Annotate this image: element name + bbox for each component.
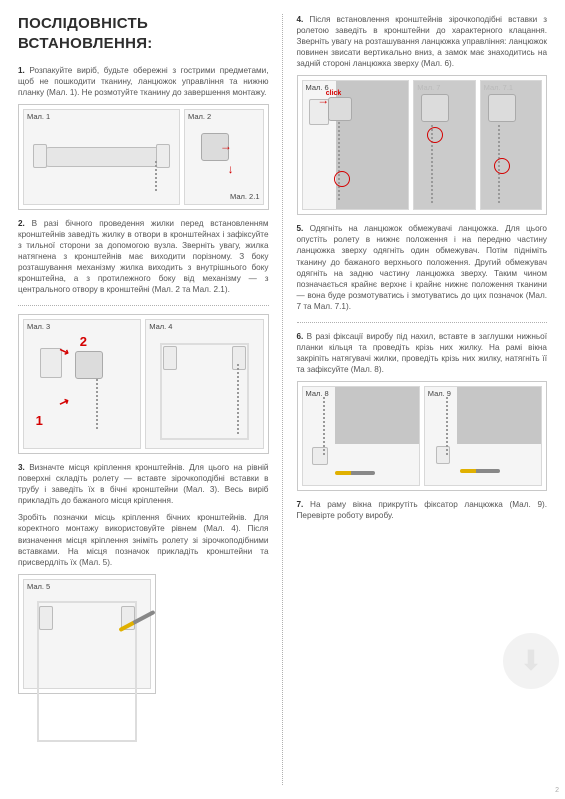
- page-number: 2: [555, 786, 559, 795]
- fig-label: Мал. 5: [27, 582, 50, 592]
- callout-number: 1: [36, 412, 43, 430]
- bracket-icon: [39, 606, 53, 630]
- step-2-text: 2. В разі бічного проведення жилки перед…: [18, 218, 269, 295]
- fig-label: Мал. 2: [188, 112, 211, 122]
- step-1-lead: 1.: [18, 66, 25, 75]
- fig-label: Мал. 4: [149, 322, 172, 332]
- chain-icon: [338, 122, 340, 202]
- step-6-text: 6. В разі фіксації виробу під нахил, вст…: [297, 331, 548, 375]
- arrow-icon: ↓: [228, 161, 234, 177]
- right-column: 4. Після встановлення кронштейнів зірочк…: [283, 0, 565, 799]
- arrow-icon: →: [220, 138, 232, 154]
- mechanism-icon: [488, 94, 516, 122]
- fig-label: Мал. 3: [27, 322, 50, 332]
- figure-1: Мал. 1: [23, 109, 180, 205]
- chain-icon: [237, 364, 239, 434]
- figure-row-5: Мал. 8 Мал. 9: [297, 381, 548, 491]
- step-3b-text: Зробіть позначки місць кріплення бічних …: [18, 512, 269, 567]
- left-column: ПОСЛІДОВНІСТЬ ВСТАНОВЛЕННЯ: 1. Розпакуйт…: [0, 0, 283, 799]
- figure-7: Мал. 7: [413, 80, 475, 210]
- chain-holder-icon: [436, 446, 450, 464]
- fig-label: Мал. 1: [27, 112, 50, 122]
- bracket-icon: [163, 346, 177, 370]
- fabric-icon: [335, 387, 419, 444]
- highlight-circle-icon: [494, 158, 510, 174]
- watermark-icon: ⬇: [503, 633, 559, 689]
- figure-2: Мал. 2 → ↓ Мал. 2.1: [184, 109, 264, 205]
- chain-icon: [96, 379, 98, 429]
- step-4-text: 4. Після встановлення кронштейнів зірочк…: [297, 14, 548, 69]
- step-5-text: 5. Одягніть на ланцюжок обмежувачі ланцю…: [297, 223, 548, 312]
- fabric-icon: [457, 387, 541, 444]
- highlight-circle-icon: [334, 171, 350, 187]
- screwdriver-icon: [335, 471, 375, 475]
- figure-row-2: Мал. 3 ↘ ↗ 2 1 Мал. 4: [18, 314, 269, 454]
- page-title: ПОСЛІДОВНІСТЬ ВСТАНОВЛЕННЯ:: [18, 14, 269, 55]
- figure-row-3: Мал. 5: [18, 574, 156, 694]
- bracket-icon: [33, 144, 47, 168]
- mechanism-icon: [75, 351, 103, 379]
- screwdriver-icon: [460, 469, 500, 473]
- cord-icon: [323, 397, 325, 457]
- step-3a-text: 3. Визначте місця кріплення кронштейнів.…: [18, 462, 269, 506]
- chain-icon: [155, 161, 157, 191]
- chain-icon: [446, 397, 448, 455]
- figure-5: Мал. 5: [23, 579, 151, 689]
- callout-number: 2: [80, 333, 87, 351]
- figure-9: Мал. 9: [424, 386, 542, 486]
- figure-row-1: Мал. 1 Мал. 2 → ↓ Мал. 2.1: [18, 104, 269, 210]
- section-divider: [297, 322, 548, 323]
- step-7-text: 7. На раму вікна прикрутіть фіксатор лан…: [297, 499, 548, 521]
- click-label: click: [326, 89, 342, 98]
- figure-8: Мал. 8: [302, 386, 420, 486]
- arrow-icon: ↗: [56, 393, 71, 412]
- section-divider: [18, 305, 269, 306]
- figure-4: Мал. 4: [145, 319, 263, 449]
- figure-3: Мал. 3 ↘ ↗ 2 1: [23, 319, 141, 449]
- step-1-text: 1. Розпакуйте виріб, будьте обережні з г…: [18, 65, 269, 98]
- figure-6: Мал. 6 → click: [302, 80, 410, 210]
- step-2-lead: 2.: [18, 219, 25, 228]
- bracket-icon: [156, 144, 170, 168]
- mechanism-icon: [328, 97, 352, 121]
- step-3-lead: 3.: [18, 463, 25, 472]
- roller-icon: [40, 147, 167, 167]
- figure-7-1: Мал. 7.1: [480, 80, 542, 210]
- figure-row-4: Мал. 6 → click Мал. 7 Мал. 7.1: [297, 75, 548, 215]
- mechanism-icon: [421, 94, 449, 122]
- fig-label: Мал. 2.1: [230, 192, 259, 202]
